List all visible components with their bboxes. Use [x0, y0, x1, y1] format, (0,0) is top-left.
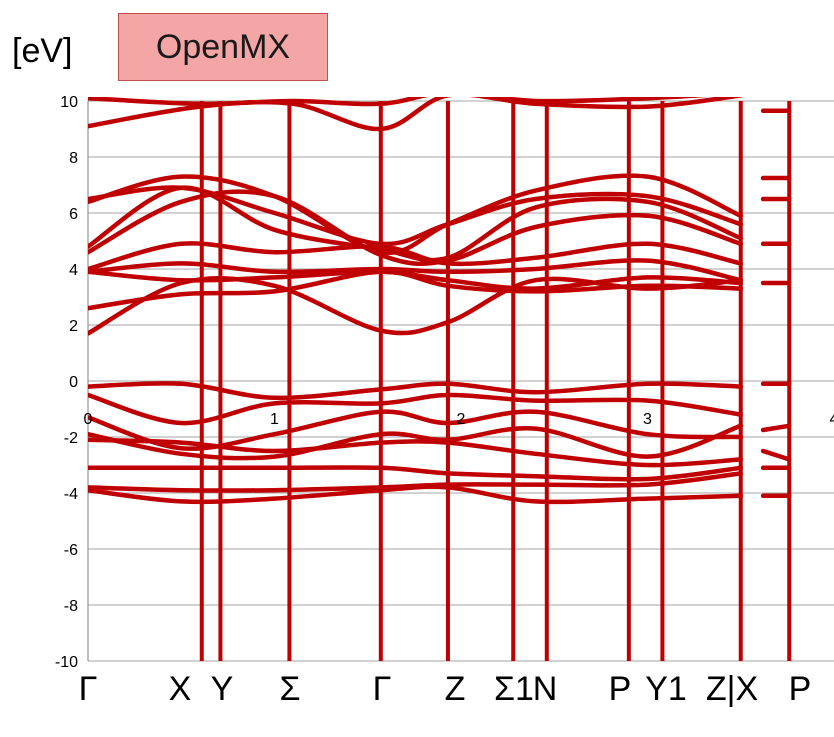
- tick-labels: 10 8 6 4 2 0 -2 -4 -6 -8 -10 0 1 2 3 4 Γ XY Σ Γ Z Σ1N P Y1 Z|X P: [55, 94, 834, 708]
- y-tick-label: -4: [64, 486, 78, 503]
- x-tick-label: 0: [84, 411, 93, 428]
- band-line: [88, 276, 744, 336]
- y-tick-label: 2: [69, 318, 78, 335]
- band-line: [760, 423, 792, 433]
- band-line: [88, 392, 744, 426]
- band-line: [88, 465, 744, 482]
- band-line: [88, 484, 744, 505]
- k-point-label: Y1: [645, 670, 687, 708]
- band-line: [88, 97, 709, 107]
- k-point-label: P: [789, 670, 812, 708]
- k-point-label: Σ1: [494, 670, 534, 708]
- k-point-label: Z|X: [706, 670, 758, 708]
- y-tick-label: 6: [69, 206, 78, 223]
- y-unit-label: [eV]: [12, 32, 73, 70]
- x-tick-label: 1: [270, 411, 279, 428]
- y-tick-label: -6: [64, 542, 78, 559]
- k-point-label: Z: [445, 670, 466, 708]
- y-tick-label: -8: [64, 598, 78, 615]
- y-tick-label: 4: [69, 262, 78, 279]
- band-line: [88, 437, 744, 468]
- y-tick-label: 8: [69, 150, 78, 167]
- band-lines: [88, 97, 792, 505]
- band-line: [88, 381, 744, 401]
- y-tick-label: 0: [69, 374, 78, 391]
- band-line: [88, 97, 743, 132]
- k-point-label: P: [609, 670, 632, 708]
- x-tick-label: 2: [457, 411, 466, 428]
- y-tick-label: -2: [64, 430, 78, 447]
- band-line: [88, 173, 744, 256]
- x-tick-label: 4: [830, 411, 834, 428]
- band-line: [88, 241, 744, 272]
- k-point-label: Σ: [279, 670, 300, 708]
- band-line: [88, 258, 744, 283]
- band-line: [88, 189, 744, 266]
- x-tick-label: 3: [643, 411, 652, 428]
- y-tick-label: -10: [55, 654, 78, 671]
- band-line: [88, 409, 744, 451]
- k-point-label: Y: [211, 670, 234, 708]
- k-point-label: N: [533, 670, 558, 708]
- title-badge: OpenMX: [118, 13, 328, 81]
- k-point-label: X: [169, 670, 192, 708]
- band-line: [88, 423, 744, 461]
- band-line: [88, 185, 744, 263]
- k-point-label: Γ: [373, 670, 392, 708]
- band-line: [760, 448, 792, 462]
- y-tick-label: 10: [60, 94, 78, 111]
- k-point-label: Γ: [79, 670, 98, 708]
